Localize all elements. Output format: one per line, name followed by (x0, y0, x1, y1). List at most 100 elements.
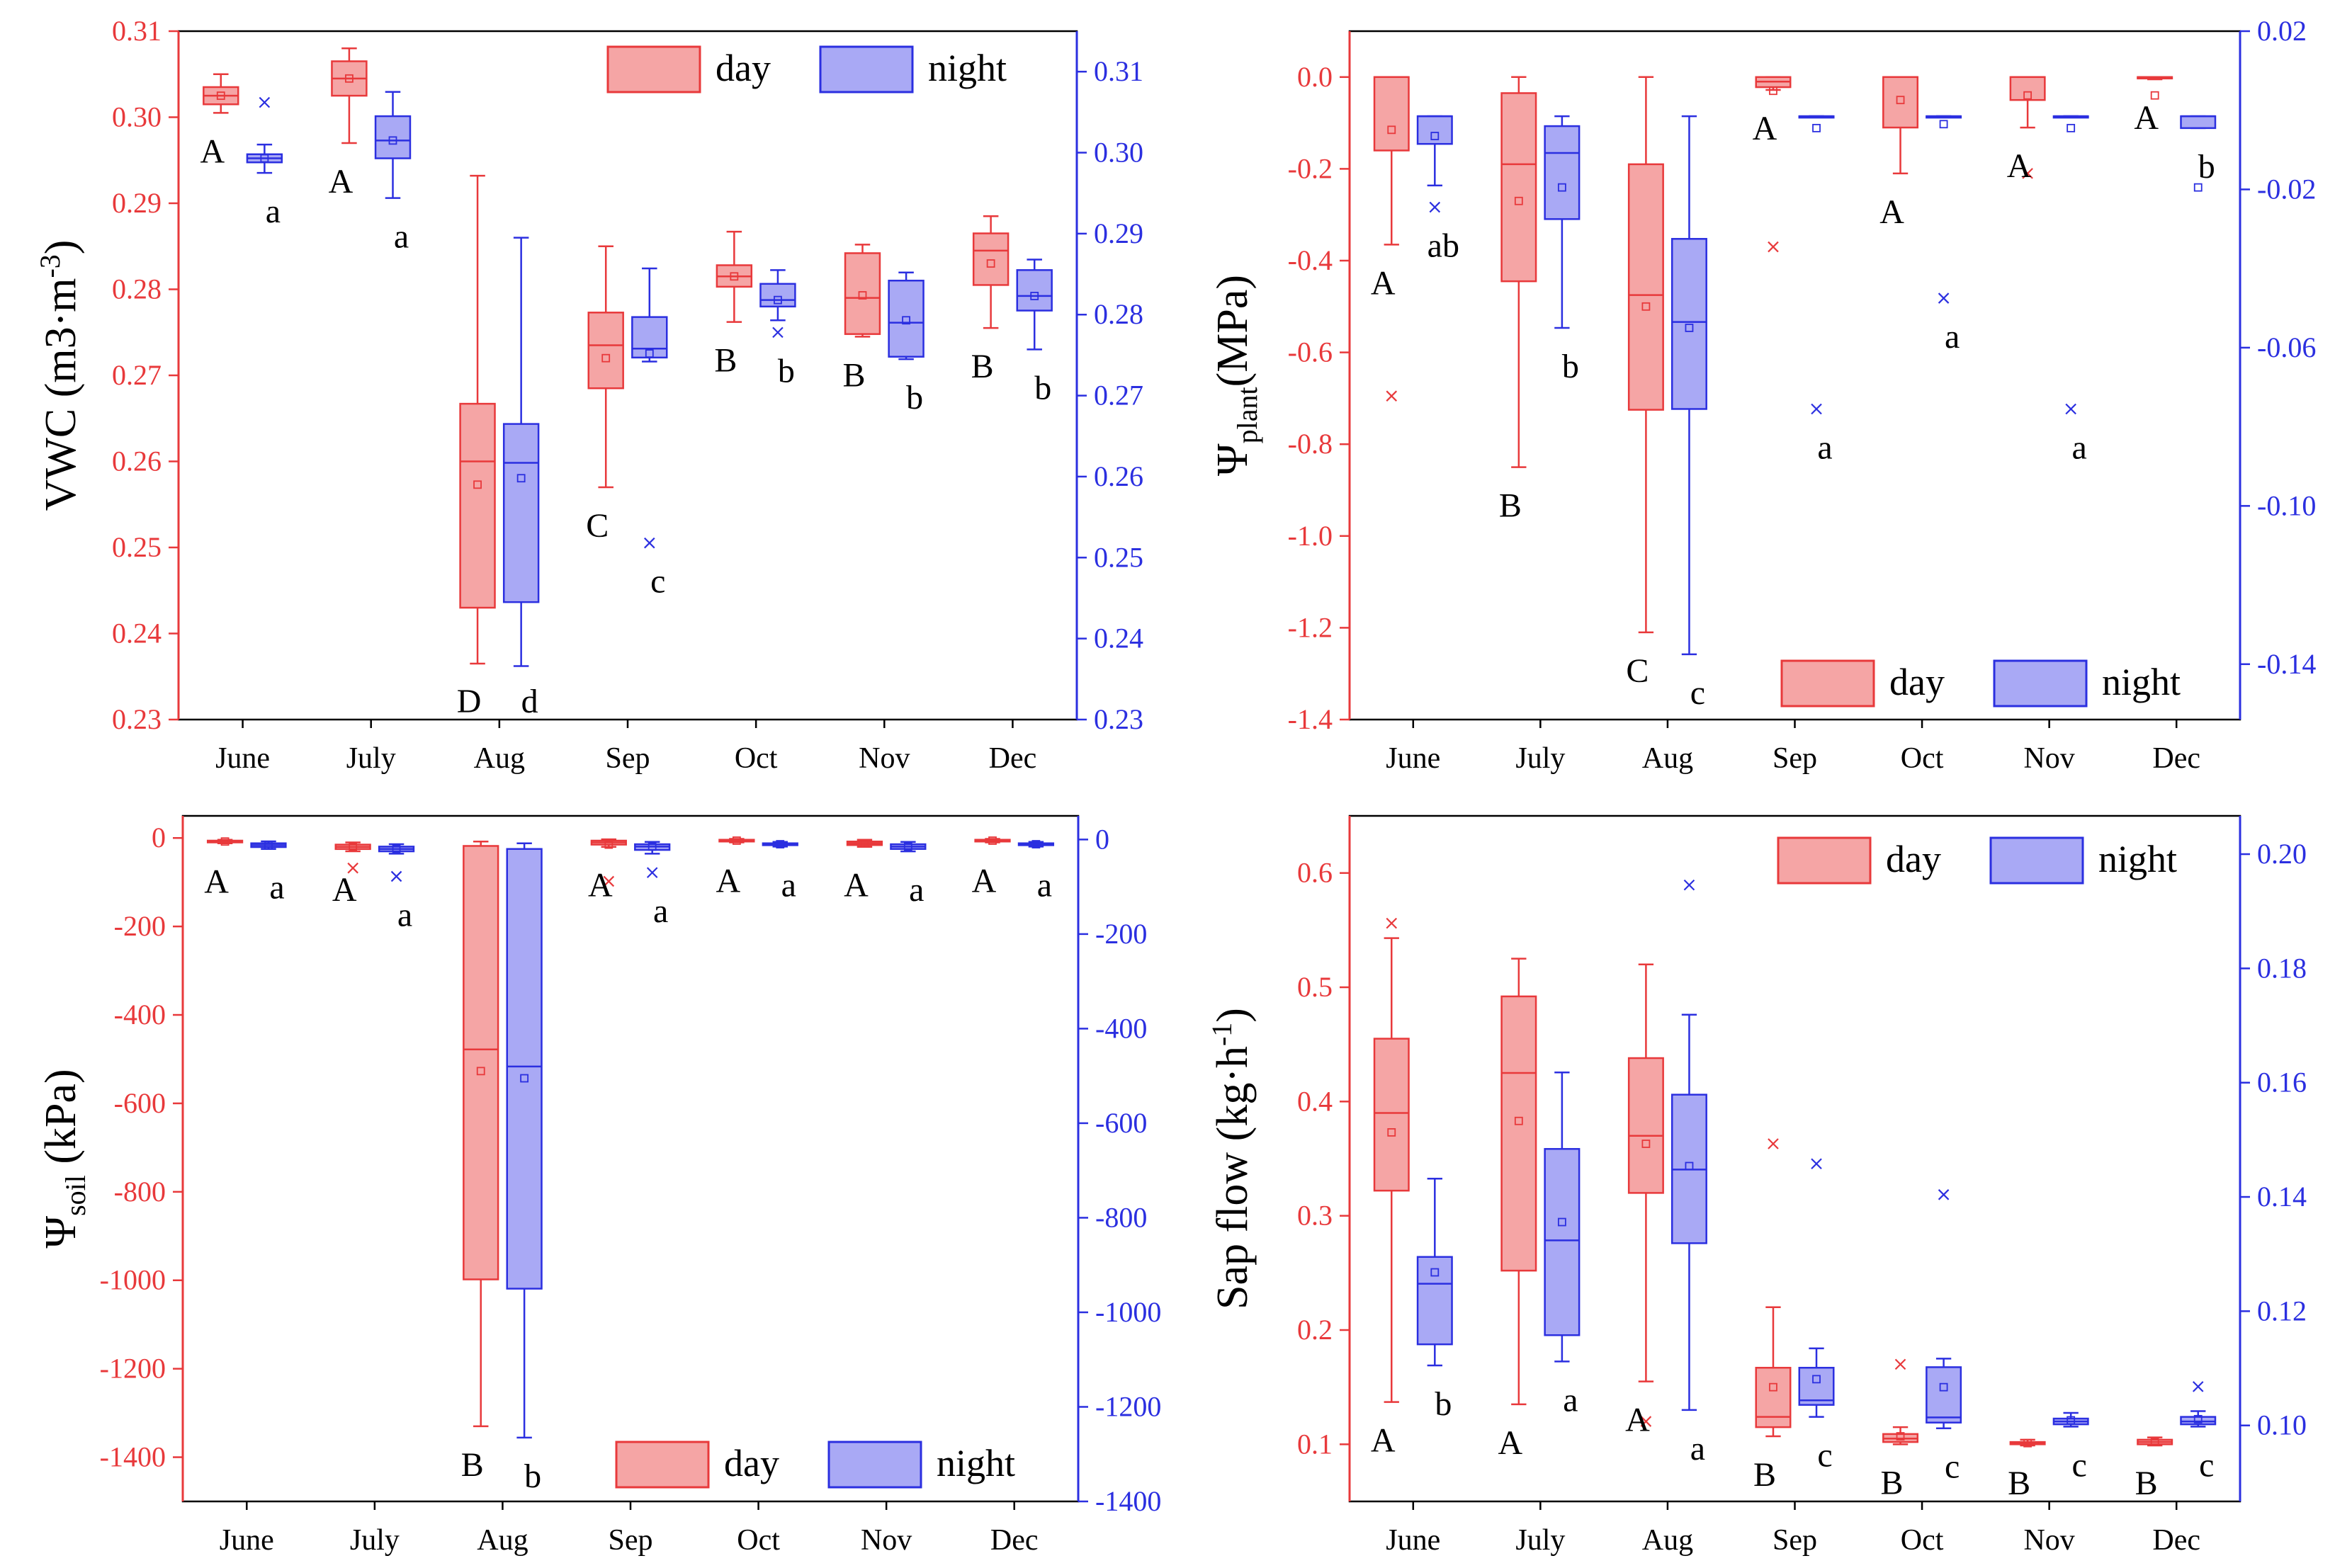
significance-letter: D (457, 683, 482, 720)
night-box: c (1798, 1158, 1835, 1475)
x-tick-label: Dec (989, 742, 1037, 775)
box-iqr (463, 845, 499, 1280)
day-box: A (2007, 76, 2046, 185)
outlier-marker (2022, 168, 2033, 179)
significance-letter: B (1881, 1464, 1904, 1501)
significance-letter: b (1034, 369, 1051, 407)
significance-letter: b (2198, 148, 2215, 186)
night-box: c (631, 267, 668, 601)
mean-marker (1387, 125, 1396, 135)
outlier-marker (1894, 1358, 1906, 1370)
right-tick-label: -1400 (1095, 1485, 1161, 1517)
box-iqr (631, 316, 668, 359)
day-box: A (2134, 76, 2173, 137)
right-tick-label: 0.10 (2257, 1409, 2307, 1441)
night-box: a (1017, 840, 1055, 904)
day-box: B (2008, 1438, 2046, 1502)
left-tick-label: -800 (114, 1176, 166, 1208)
x-tick-label: Oct (737, 1524, 780, 1557)
box-iqr (888, 279, 925, 358)
significance-letter: b (1435, 1385, 1452, 1423)
day-box: A (972, 836, 1011, 899)
night-box: a (762, 840, 798, 904)
mean-marker (903, 842, 912, 851)
outlier-marker (646, 867, 658, 878)
mean-marker (2193, 1414, 2203, 1424)
vwc-panel: 0.23 0.24 0.25 0.26 0.27 0.28 0.29 0.30 0.31 0.23… (34, 15, 1143, 775)
left-tick-label: -600 (114, 1087, 166, 1119)
significance-letter: a (1817, 428, 1832, 466)
box-iqr (2009, 76, 2046, 101)
right-tick-label: 0.20 (2257, 838, 2307, 870)
night-box: b (506, 842, 543, 1495)
right-tick-label: -0.10 (2257, 489, 2316, 521)
box-iqr (1416, 1256, 1453, 1346)
left-tick-label: 0.31 (112, 15, 162, 47)
outlier-marker (259, 96, 271, 108)
mean-marker (776, 840, 785, 848)
mean-marker (774, 295, 782, 305)
outlier-marker (1938, 292, 1950, 304)
legend: day night (1780, 659, 2181, 708)
outlier-marker (644, 537, 655, 549)
left-tick-label: -1000 (100, 1264, 166, 1296)
right-tick-label: 0.30 (1094, 137, 1143, 169)
left-tick-label: 0.1 (1297, 1428, 1333, 1460)
box-iqr (1500, 995, 1537, 1272)
left-tick-label: 0.30 (112, 101, 162, 133)
significance-letter: b (524, 1458, 541, 1495)
day-box: A (329, 47, 368, 200)
left-tick-label: -0.4 (1288, 244, 1333, 276)
mean-marker (264, 841, 273, 850)
significance-letter: A (1498, 1424, 1522, 1462)
x-tick-label: Dec (990, 1524, 1039, 1557)
box-iqr (459, 402, 496, 609)
significance-letter: B (842, 356, 865, 394)
significance-letter: B (714, 342, 737, 380)
significance-letter: B (2008, 1465, 2030, 1502)
outlier-marker (1768, 1138, 1779, 1149)
left-tick-label: 0.27 (112, 359, 162, 391)
night-box: a (1670, 879, 1707, 1467)
right-tick-label: -200 (1095, 918, 1147, 950)
legend-day-swatch (615, 1441, 710, 1489)
significance-letter: A (2134, 99, 2159, 137)
legend: day night (615, 1441, 1015, 1489)
left-tick-label: 0.26 (112, 445, 162, 477)
mean-marker (1641, 1140, 1651, 1148)
day-box: A (1753, 76, 1792, 253)
left-tick-label: 0.4 (1297, 1085, 1333, 1117)
mean-marker (2023, 1438, 2032, 1448)
legend-night-swatch (1993, 659, 2088, 708)
significance-letter: c (2072, 1446, 2087, 1484)
x-tick-label: Aug (477, 1524, 528, 1557)
significance-letter: B (1753, 1456, 1776, 1494)
significance-letter: a (269, 869, 284, 907)
left-tick-label: -0.6 (1288, 336, 1333, 368)
significance-letter: a (2072, 428, 2087, 466)
significance-letter: B (2135, 1465, 2158, 1502)
mean-marker (2150, 1438, 2159, 1447)
day-box: C (1626, 76, 1664, 690)
outlier-marker (1429, 201, 1441, 213)
plot-frame (181, 814, 1080, 1503)
significance-letter: a (397, 896, 412, 933)
x-tick-label: July (1515, 742, 1565, 775)
plot-frame (177, 30, 1078, 721)
night-box: b (888, 271, 925, 416)
left-tick-label: -1.0 (1288, 520, 1333, 552)
day-box: A (1879, 76, 1919, 231)
legend-day-label: day (1886, 838, 1941, 880)
significance-letter: b (906, 379, 923, 416)
significance-letter: A (972, 862, 997, 899)
night-box: a (378, 843, 415, 933)
night-box: a (1926, 115, 1962, 356)
outlier-marker (603, 875, 615, 887)
mean-marker (860, 839, 869, 848)
significance-letter: A (204, 863, 229, 901)
mean-marker (2193, 183, 2203, 192)
significance-letter: c (1690, 674, 1705, 712)
significance-letter: a (1563, 1381, 1578, 1419)
mean-marker (645, 349, 654, 358)
right-tick-label: -0.06 (2257, 331, 2316, 363)
